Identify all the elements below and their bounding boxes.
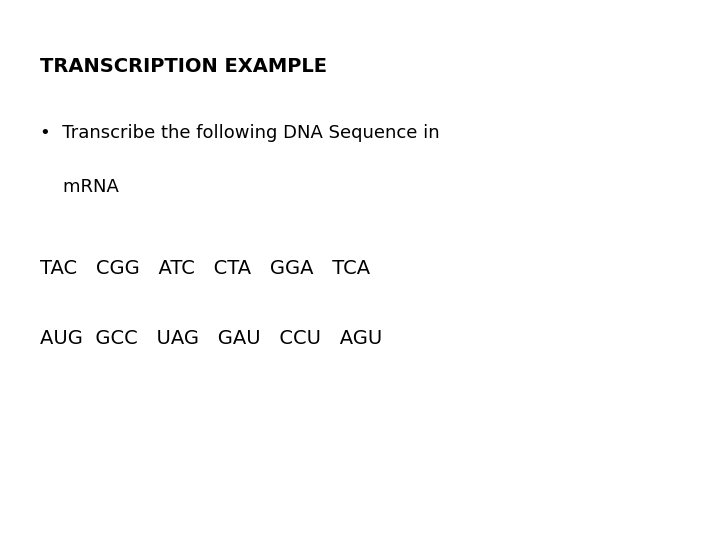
Text: TAC   CGG   ATC   CTA   GGA   TCA: TAC CGG ATC CTA GGA TCA	[40, 259, 370, 278]
Text: mRNA: mRNA	[40, 178, 119, 196]
Text: AUG  GCC   UAG   GAU   CCU   AGU: AUG GCC UAG GAU CCU AGU	[40, 329, 382, 348]
Text: •  Transcribe the following DNA Sequence in: • Transcribe the following DNA Sequence …	[40, 124, 439, 142]
Text: TRANSCRIPTION EXAMPLE: TRANSCRIPTION EXAMPLE	[40, 57, 327, 76]
